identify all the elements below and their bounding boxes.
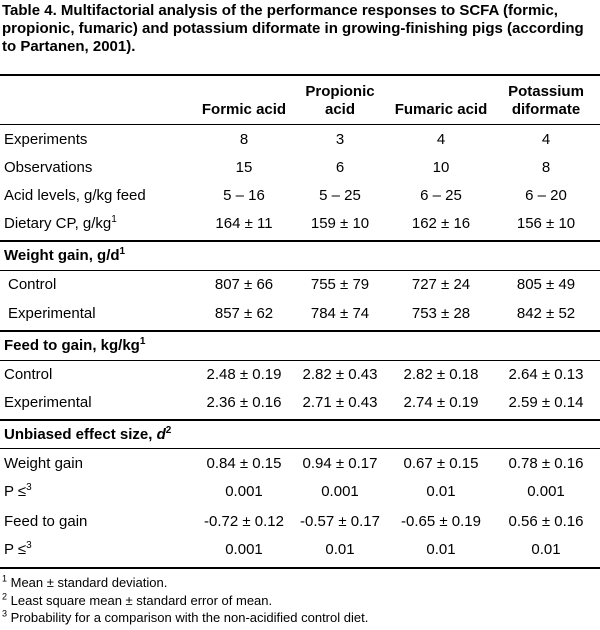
table-cell: 5 – 16 [223, 187, 265, 204]
table-cell: 2.74 ± 0.19 [403, 394, 479, 411]
footnote-marker: 1 [119, 246, 126, 257]
footnote-marker: 2 [165, 425, 172, 436]
table-cell: 2.71 ± 0.43 [302, 394, 378, 411]
table-cell: 0.01 [426, 483, 456, 500]
table-cell: 8 [239, 131, 249, 148]
row-label-dietary-cp: Dietary CP, g/kg1 [4, 214, 117, 233]
column-header-propionic-line2: acid [324, 101, 355, 118]
row-label-feed-to-gain: Feed to gain [4, 513, 88, 530]
table-cell: 0.94 ± 0.17 [302, 455, 378, 472]
table-cell: 0.78 ± 0.16 [508, 455, 584, 472]
table-cell: 0.001 [225, 541, 263, 558]
table-cell: 10 [432, 159, 450, 176]
section-title-weight-gain: Weight gain, g/d1 [4, 246, 126, 265]
table-cell: 755 ± 79 [310, 276, 370, 293]
table-cell: 2.48 ± 0.19 [206, 366, 282, 383]
section-rule [0, 240, 600, 242]
row-label-experimental: Experimental [4, 394, 92, 411]
table-cell: 162 ± 16 [411, 215, 471, 232]
table-cell: 0.01 [325, 541, 355, 558]
table-cell: 857 ± 62 [214, 305, 274, 322]
table-cell: 807 ± 66 [214, 276, 274, 293]
row-label-control: Control [4, 366, 53, 383]
section-subrule [0, 448, 600, 449]
table-cell: 784 ± 74 [310, 305, 370, 322]
table-cell: 0.001 [527, 483, 565, 500]
column-header-fumaric-acid: Fumaric acid [394, 101, 488, 118]
table-top-rule [0, 74, 600, 76]
footnote-3: 3 Probability for a comparison with the … [2, 608, 369, 625]
table-cell: 6 – 20 [525, 187, 567, 204]
table-cell: 0.001 [321, 483, 359, 500]
row-label-acid-levels: Acid levels, g/kg feed [4, 187, 146, 204]
table-cell: 156 ± 10 [516, 215, 576, 232]
table-cell: 4 [541, 131, 551, 148]
column-header-potassium-line2: diformate [511, 101, 581, 118]
table-cell: 0.84 ± 0.15 [206, 455, 282, 472]
table-cell: 3 [335, 131, 345, 148]
column-header-formic-acid: Formic acid [201, 101, 287, 118]
footnote-2: 2 Least square mean ± standard error of … [2, 591, 273, 608]
header-rule [0, 124, 600, 125]
section-subrule [0, 360, 600, 361]
table-cell: 164 ± 11 [215, 215, 273, 232]
table-cell: -0.72 ± 0.12 [204, 513, 284, 530]
section-rule [0, 419, 600, 421]
table-cell: 0.01 [531, 541, 561, 558]
table-cell: 0.67 ± 0.15 [403, 455, 479, 472]
row-label-p-value: P ≤3 [4, 482, 32, 501]
table-cell: 5 – 25 [319, 187, 361, 204]
section-title-feed-to-gain: Feed to gain, kg/kg1 [4, 336, 146, 355]
table-cell: 0.001 [225, 483, 263, 500]
footnote-marker: 3 [26, 482, 32, 493]
row-label-p-value: P ≤3 [4, 540, 32, 559]
section-rule [0, 330, 600, 332]
table-cell: 753 ± 28 [411, 305, 471, 322]
table-caption: Table 4. Multifactorial analysis of the … [2, 2, 584, 55]
table-cell: 842 ± 52 [516, 305, 576, 322]
table-cell: 727 ± 24 [411, 276, 471, 293]
table-cell: 2.82 ± 0.43 [302, 366, 378, 383]
section-subrule [0, 270, 600, 271]
table-cell: 6 [335, 159, 345, 176]
footnote-marker: 1 [111, 214, 117, 225]
row-label-experimental: Experimental [8, 305, 96, 322]
table-cell: 0.01 [426, 541, 456, 558]
table-cell: 4 [436, 131, 446, 148]
table-cell: 2.64 ± 0.13 [508, 366, 584, 383]
table-cell: 2.36 ± 0.16 [206, 394, 282, 411]
table-cell: 159 ± 10 [310, 215, 370, 232]
footnote-1: 1 Mean ± standard deviation. [2, 573, 168, 590]
table-cell: 0.56 ± 0.16 [508, 513, 584, 530]
row-label-experiments: Experiments [4, 131, 88, 148]
footnote-marker: 3 [26, 540, 32, 551]
row-label-observations: Observations [4, 159, 93, 176]
table-cell: -0.57 ± 0.17 [300, 513, 380, 530]
table-cell: -0.65 ± 0.19 [401, 513, 481, 530]
footnote-marker: 1 [139, 336, 146, 347]
table-cell: 2.82 ± 0.18 [403, 366, 479, 383]
table-bottom-rule [0, 567, 600, 569]
column-header-propionic-line1: Propionic [305, 83, 375, 100]
table-cell: 2.59 ± 0.14 [508, 394, 584, 411]
table-cell: 805 ± 49 [516, 276, 576, 293]
section-title-effect-size: Unbiased effect size, d2 [4, 425, 172, 444]
row-label-control: Control [8, 276, 57, 293]
table-cell: 6 – 25 [420, 187, 462, 204]
table-cell: 8 [541, 159, 551, 176]
row-label-weight-gain: Weight gain [4, 455, 83, 472]
column-header-potassium-line1: Potassium [508, 83, 584, 100]
table-cell: 15 [235, 159, 253, 176]
